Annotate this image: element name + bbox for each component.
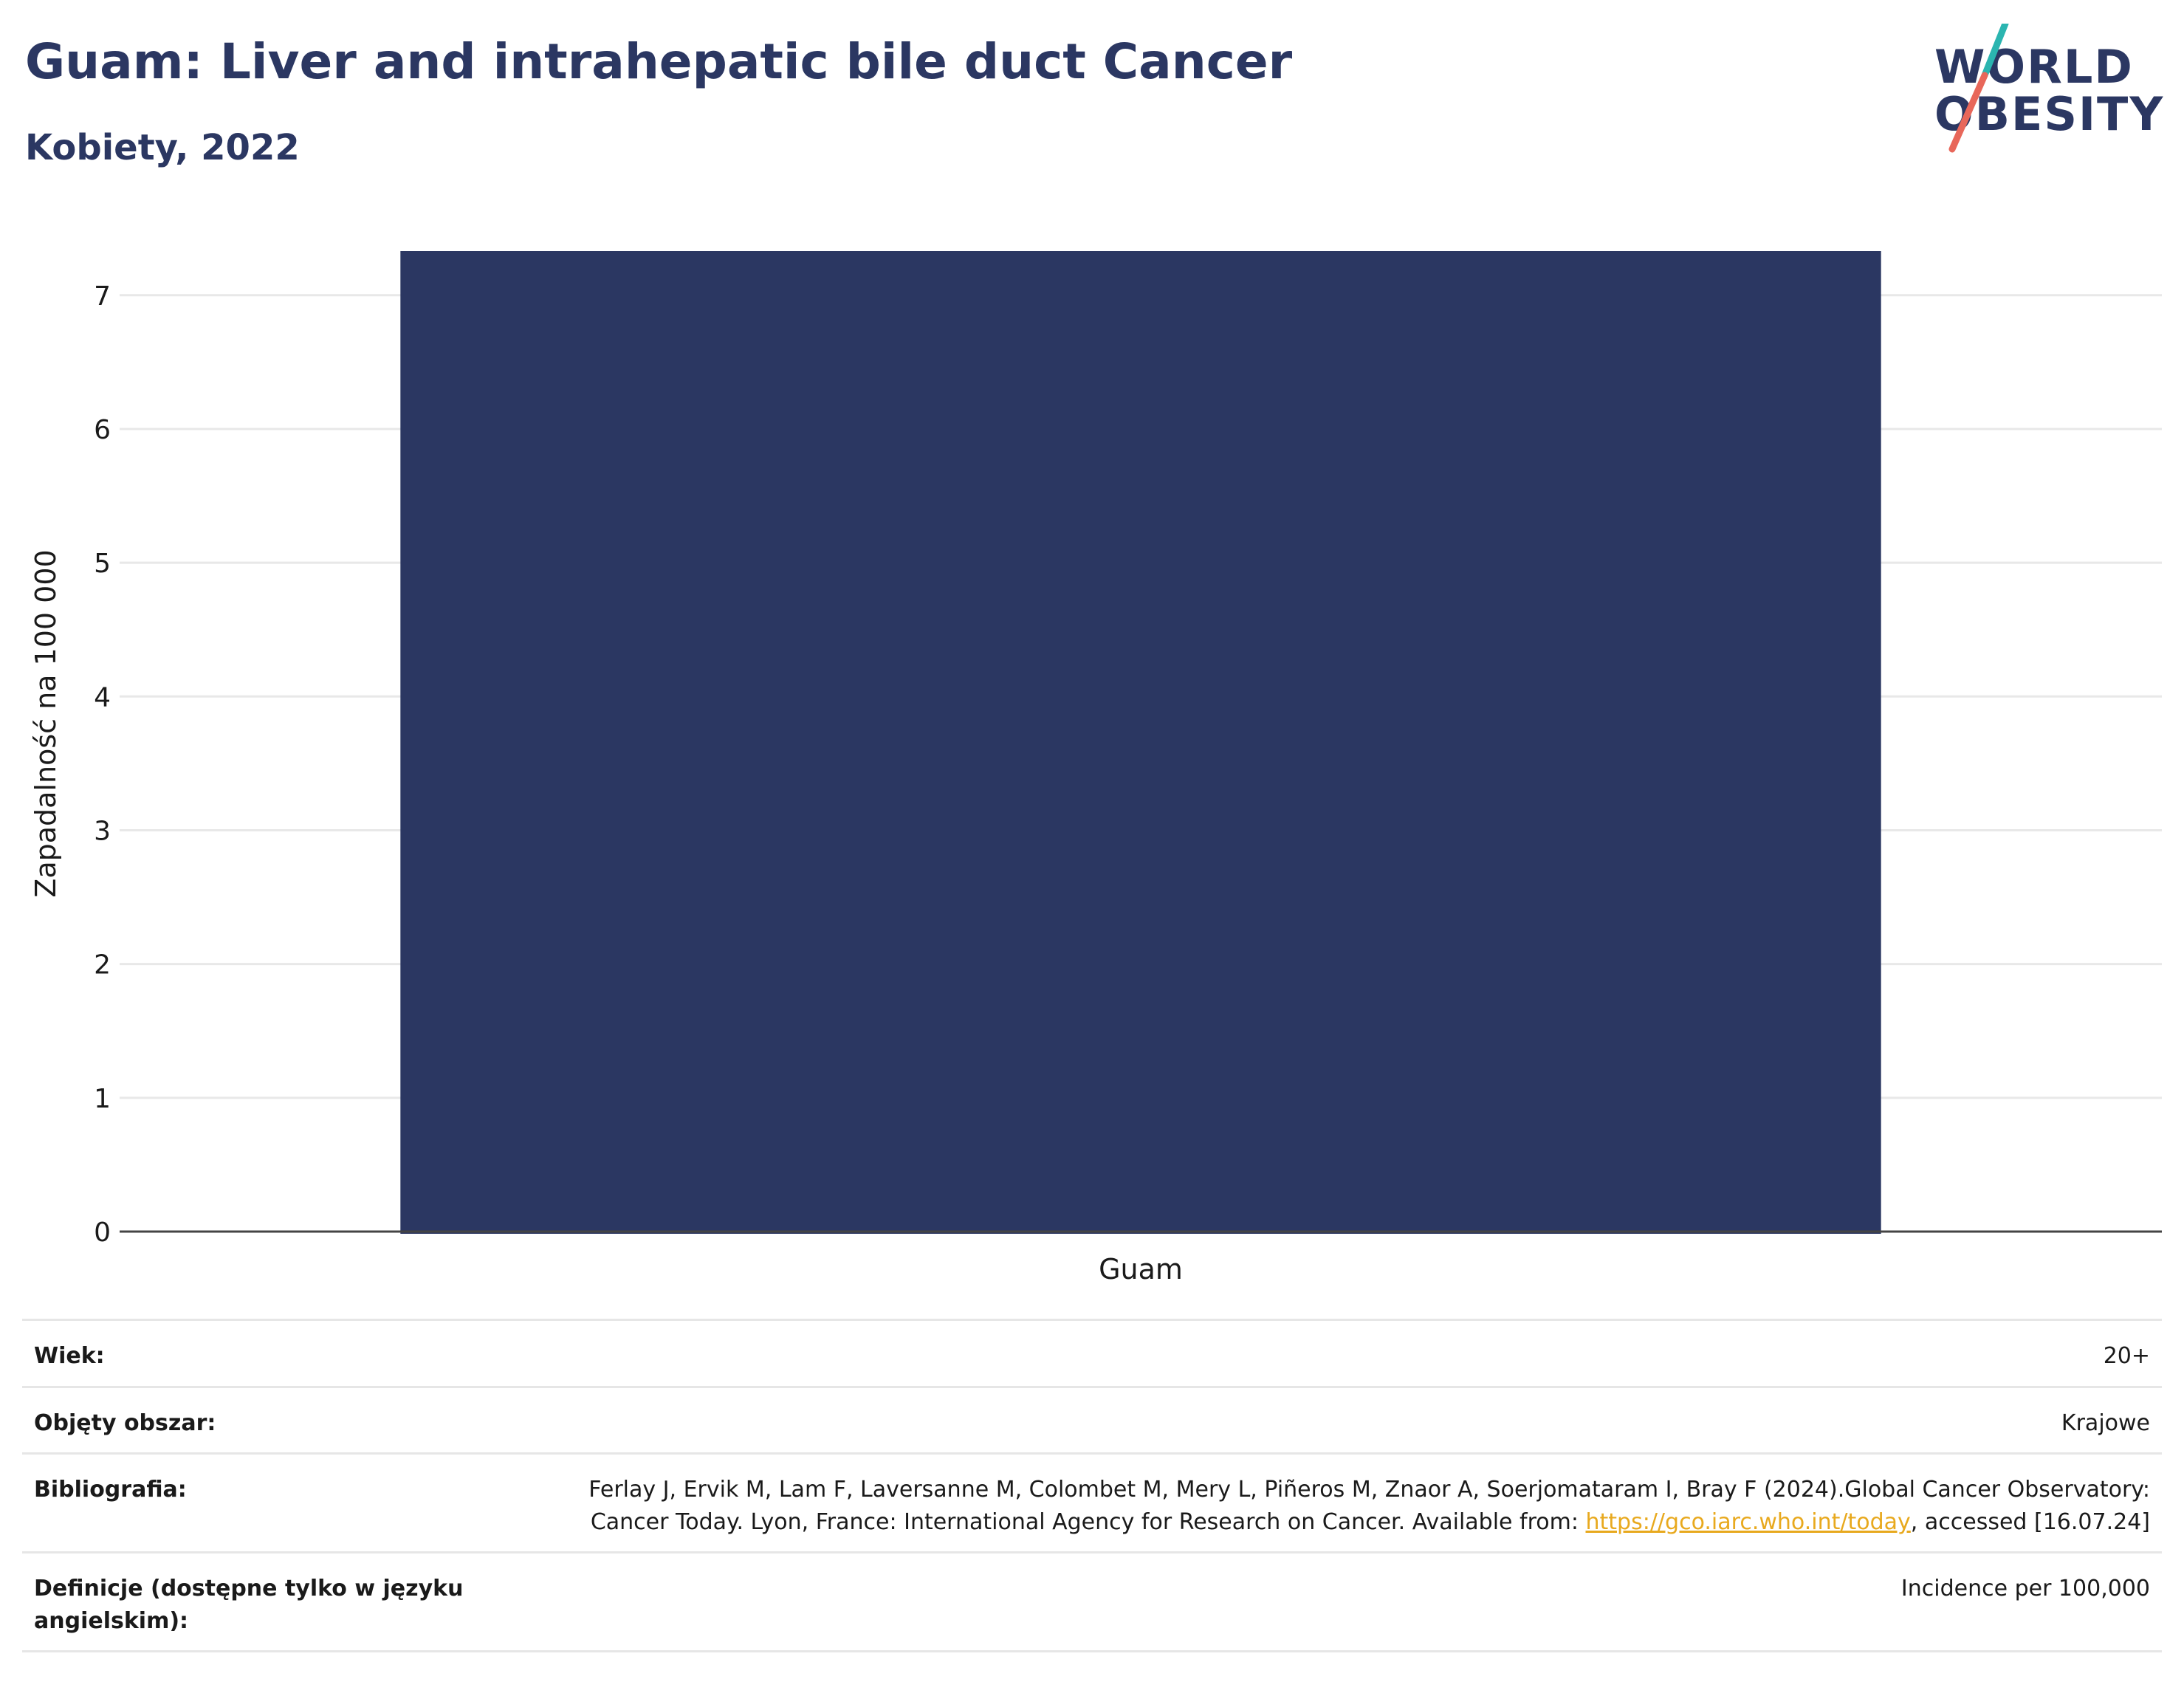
x-tick-label: Guam	[1099, 1253, 1183, 1285]
y-tick-label: 7	[94, 281, 111, 312]
page-title: Guam: Liver and intrahepatic bile duct C…	[25, 33, 1293, 90]
y-tick-label: 5	[94, 549, 111, 579]
bar-chart: 0 1 2 3 4 5 6 7 Guam	[0, 207, 2184, 1285]
chart-svg: 0 1 2 3 4 5 6 7 Guam	[94, 251, 2162, 1285]
info-row-age: Wiek: 20+	[22, 1319, 2162, 1386]
y-tick-label: 4	[94, 682, 111, 713]
y-tick-label: 6	[94, 415, 111, 445]
age-label: Wiek:	[34, 1343, 105, 1369]
y-axis-label: Zapadalność na 100 000	[30, 549, 62, 898]
info-table: Wiek: 20+ Objęty obszar: Krajowe Bibliog…	[22, 1319, 2162, 1652]
bibliography-text: Ferlay J, Ervik M, Lam F, Laversanne M, …	[588, 1477, 2150, 1535]
bar[interactable]	[400, 251, 1881, 1234]
bibliography-label: Bibliografia:	[34, 1477, 187, 1503]
info-row-coverage: Objęty obszar: Krajowe	[22, 1385, 2162, 1453]
coverage-label: Objęty obszar:	[34, 1410, 216, 1436]
page-subtitle: Kobiety, 2022	[25, 127, 300, 168]
bibliography-accessed: , accessed [16.07.24]	[1910, 1508, 2150, 1535]
age-value: 20+	[2103, 1343, 2150, 1369]
info-row-bibliography: Bibliografia: Ferlay J, Ervik M, Lam F, …	[22, 1452, 2162, 1551]
logo-word-world: WORLD	[1934, 40, 2134, 94]
coverage-value: Krajowe	[2061, 1410, 2150, 1436]
definitions-value: Incidence per 100,000	[1900, 1576, 2150, 1601]
y-tick-label: 1	[94, 1084, 111, 1114]
y-tick-label: 3	[94, 816, 111, 846]
definitions-label: Definicje (dostępne tylko w języku angie…	[34, 1576, 464, 1634]
y-tick-label: 0	[94, 1218, 111, 1248]
bibliography-value: Ferlay J, Ervik M, Lam F, Laversanne M, …	[563, 1474, 2150, 1538]
info-row-definitions: Definicje (dostępne tylko w języku angie…	[22, 1551, 2162, 1652]
y-tick-label: 2	[94, 950, 111, 981]
bibliography-link[interactable]: https://gco.iarc.who.int/today	[1585, 1508, 1911, 1535]
logo-slash-icon	[1948, 24, 2009, 153]
world-obesity-logo: WORLD OBESITY	[1923, 24, 2166, 157]
